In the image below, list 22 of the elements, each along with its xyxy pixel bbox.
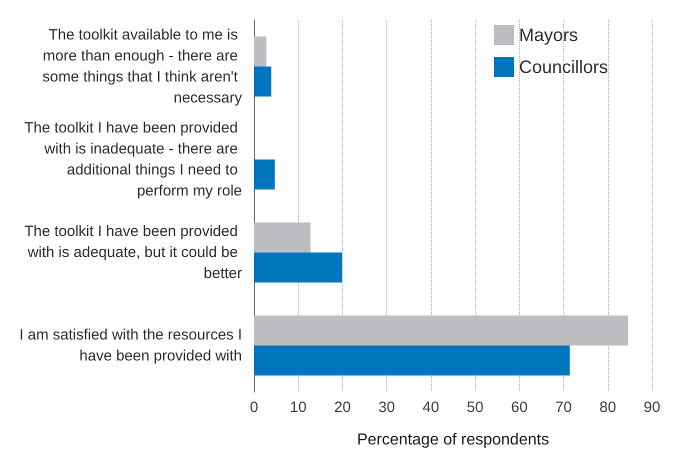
- x-tick-label: 40: [422, 399, 440, 416]
- x-tick-label: 60: [510, 399, 528, 416]
- bar: [254, 66, 272, 96]
- x-tick-label: 90: [644, 399, 660, 416]
- bar: [254, 252, 342, 282]
- x-tick-label: 30: [378, 399, 396, 416]
- bar: [254, 160, 275, 190]
- x-axis-title: Percentage of respondents: [356, 432, 550, 448]
- x-tick-label: 80: [599, 399, 616, 416]
- bar: [254, 36, 266, 66]
- x-tick-label: 70: [555, 399, 572, 416]
- y-tick-label: The toolkit I have been provided with is inadequate - there are additional things I need to perform my role: [24, 120, 242, 200]
- x-tick-label: 10: [290, 399, 307, 416]
- bar: [254, 346, 570, 376]
- legend-label: Mayors: [518, 25, 578, 45]
- y-tick-label: The toolkit available to me is more than enough - there are some things that I think aren't necessary: [42, 26, 242, 106]
- x-tick-label: 20: [334, 399, 351, 416]
- y-tick-label: I am satisfied with the resources I have been provided with: [19, 326, 242, 364]
- x-tick-label: 50: [466, 399, 484, 416]
- legend-label: Councillors: [518, 57, 608, 77]
- x-tick-label: 0: [250, 399, 258, 416]
- y-tick-label: The toolkit I have been provided with is adequate, but it could be better: [24, 223, 242, 282]
